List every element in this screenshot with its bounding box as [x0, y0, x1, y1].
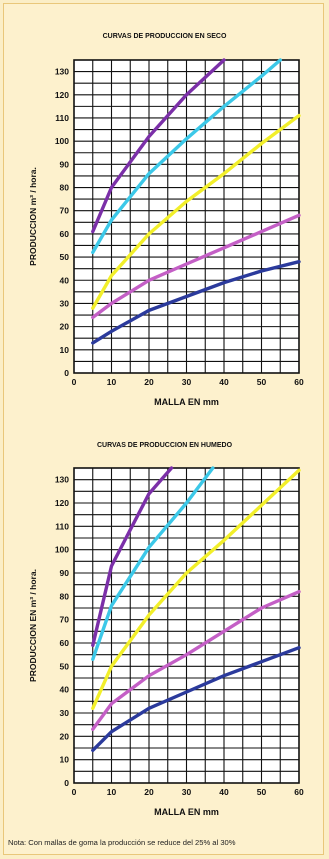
y-axis-label: PRODUCCION EN m³ / hora.	[28, 569, 38, 682]
grid	[74, 60, 299, 373]
y-tick-label: 0	[64, 368, 69, 378]
series-line-3	[91, 213, 301, 320]
x-tick-label: 10	[107, 787, 117, 797]
y-tick-label: 110	[55, 113, 69, 123]
y-tick-label: 80	[60, 591, 70, 601]
x-axis-label: MALLA EN mm	[154, 807, 219, 817]
x-tick-label: 20	[144, 787, 154, 797]
y-tick-label: 100	[55, 136, 69, 146]
series-line-0	[91, 58, 226, 234]
y-tick-label: 90	[60, 159, 70, 169]
y-tick-label: 30	[60, 298, 70, 308]
x-tick-label: 10	[107, 377, 117, 387]
y-tick-label: 70	[60, 615, 70, 625]
y-tick-label: 100	[55, 545, 69, 555]
y-tick-label: 40	[60, 685, 70, 695]
footnote: Nota: Con mallas de goma la producción s…	[8, 838, 236, 847]
series-line-3	[91, 590, 301, 731]
y-tick-label: 0	[64, 778, 69, 788]
x-tick-label: 40	[219, 787, 229, 797]
y-tick-label: 130	[55, 67, 69, 77]
series-line-2	[91, 468, 301, 710]
y-tick-label: 50	[60, 661, 70, 671]
chart-seco: 0 10 20 30 40 50 60 70 80 90 100 110 120 130 0 10 20 30 40…	[28, 58, 304, 407]
x-tick-label: 50	[257, 377, 267, 387]
y-tick-label: 30	[60, 708, 70, 718]
x-axis-label: MALLA EN mm	[154, 397, 219, 407]
x-tick-label: 0	[72, 377, 77, 387]
x-tick-label: 60	[294, 787, 304, 797]
series-line-2	[91, 113, 301, 310]
chart-title-humedo: CURVAS DE PRODUCCION EN HUMEDO	[96, 442, 233, 449]
x-tick-label: 0	[72, 787, 77, 797]
y-tick-label: 110	[55, 521, 69, 531]
series-line-4	[91, 260, 301, 345]
chart-humedo: 0 10 20 30 40 50 60 70 80 90 100 110 120 130 0 10 20 30 40…	[28, 466, 304, 817]
y-tick-label: 50	[60, 252, 70, 262]
x-tick-label: 50	[257, 787, 267, 797]
y-tick-label: 10	[60, 755, 70, 765]
y-tick-label: 60	[60, 229, 70, 239]
x-tick-label: 60	[294, 377, 304, 387]
x-tick-label: 30	[182, 377, 192, 387]
plot-border	[73, 467, 300, 784]
series-line-1	[91, 466, 215, 661]
y-tick-label: 60	[60, 638, 70, 648]
y-tick-label: 90	[60, 568, 70, 578]
series-line-1	[91, 58, 282, 255]
y-tick-label: 130	[55, 475, 69, 485]
series-line-0	[91, 466, 174, 647]
x-tick-label: 20	[144, 377, 154, 387]
series-line-4	[91, 646, 301, 752]
y-tick-label: 120	[55, 498, 69, 508]
chart-title-seco: CURVAS DE PRODUCCION EN SECO	[102, 33, 227, 40]
x-tick-label: 40	[219, 377, 229, 387]
y-tick-label: 80	[60, 183, 70, 193]
y-tick-label: 20	[60, 322, 70, 332]
y-tick-label: 40	[60, 275, 70, 285]
y-tick-label: 10	[60, 345, 70, 355]
y-tick-label: 70	[60, 206, 70, 216]
y-tick-label: 20	[60, 731, 70, 741]
x-tick-label: 30	[182, 787, 192, 797]
y-tick-label: 120	[55, 90, 69, 100]
y-axis-label: PRODUCCION m³ / hora.	[28, 167, 38, 266]
